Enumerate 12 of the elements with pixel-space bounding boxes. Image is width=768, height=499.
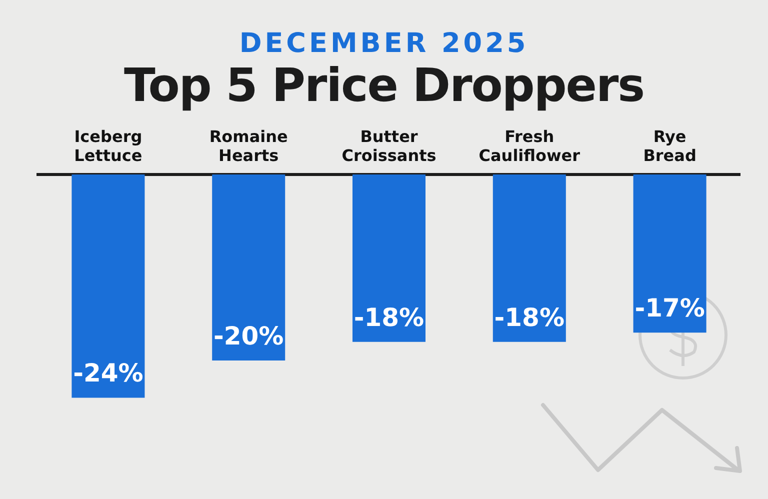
chart-title: Top 5 Price Droppers — [122, 58, 646, 112]
x-tick-label: Rye Bread — [643, 126, 696, 165]
x-tick-label: Romaine Hearts — [209, 126, 288, 165]
data-label: -20% — [213, 321, 284, 350]
x-tick-label: Iceberg Lettuce — [74, 126, 142, 165]
x-tick-label: Butter Croissants — [342, 126, 436, 165]
x-tick-label: Fresh Cauliflower — [478, 126, 580, 165]
chart-subtitle: DECEMBER 2025 — [238, 28, 530, 59]
data-label: -24% — [73, 358, 144, 388]
data-label: -18% — [354, 302, 424, 332]
data-label: -17% — [634, 294, 705, 323]
data-label: -18% — [494, 302, 565, 332]
